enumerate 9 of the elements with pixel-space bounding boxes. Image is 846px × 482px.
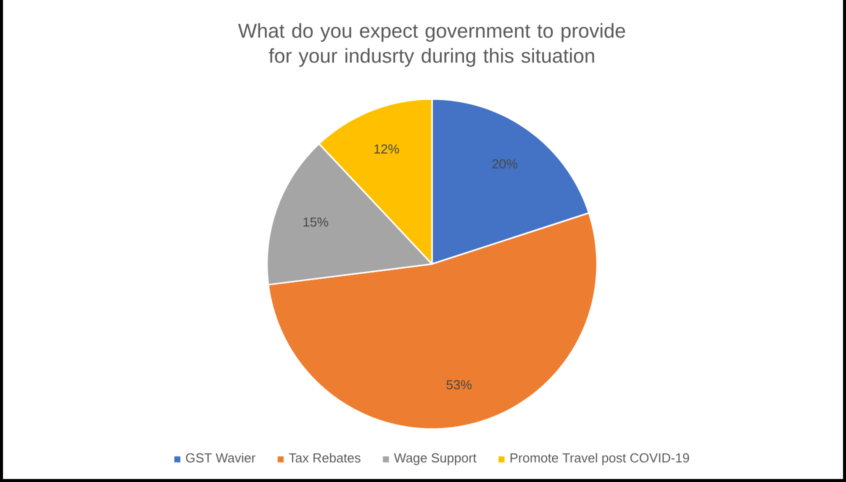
legend-label: Wage Support xyxy=(394,453,476,466)
data-label: 20% xyxy=(492,159,518,168)
legend-label: GST Wavier xyxy=(186,452,256,462)
legend-label: Promote Travel post COVID-19 xyxy=(510,452,690,466)
data-label: 12% xyxy=(374,144,399,154)
data-label: 53% xyxy=(446,380,472,390)
data-label: 15% xyxy=(304,218,328,227)
chart-title: What do you expect government to provide for your indusrty during this situation xyxy=(238,23,626,67)
legend-label: Tax Rebates xyxy=(288,452,360,462)
